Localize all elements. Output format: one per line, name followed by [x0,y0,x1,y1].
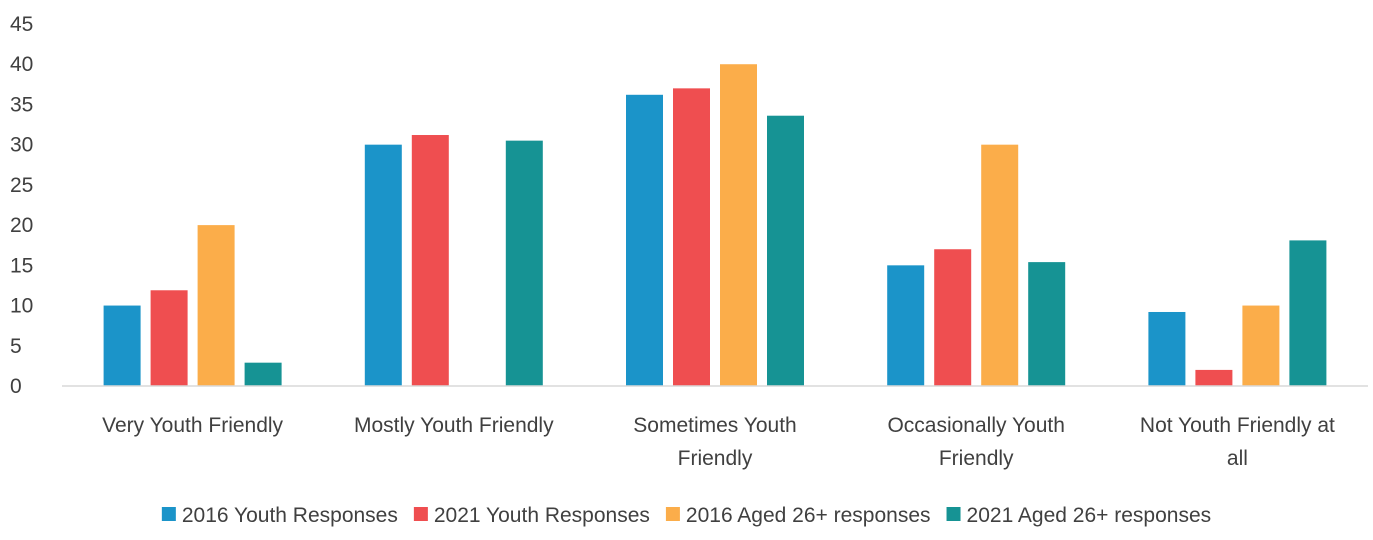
bars-group [103,64,1327,387]
y-tick-label: 35 [10,93,33,116]
legend: 2016 Youth Responses 2021 Youth Responses… [161,504,1212,527]
legend-label: 2016 Youth Responses [182,504,398,527]
x-category-label: Sometimes Youth [633,414,796,437]
bar-2016-aged-26-responses-3 [981,144,1019,386]
bar-2021-youth-responses-3 [934,249,972,386]
bar-2016-aged-26-responses-4 [1242,305,1280,386]
x-category-label: Friendly [678,447,753,470]
x-category-label: Friendly [939,447,1014,470]
legend-label: 2016 Aged 26+ responses [686,504,931,527]
bar-2016-youth-responses-3 [887,265,925,386]
legend-swatch [946,507,961,521]
bar-2016-youth-responses-4 [1148,311,1186,386]
x-category-label: Occasionally Youth [887,414,1064,437]
x-category-label: Not Youth Friendly at [1140,414,1335,437]
bar-2016-aged-26-responses-0 [197,225,235,386]
legend-swatch [665,507,680,521]
bar-2021-aged-26-responses-4 [1289,240,1327,386]
y-tick-label: 5 [10,335,22,358]
y-tick-label: 20 [10,214,33,237]
bar-2016-youth-responses-2 [626,94,663,387]
legend-label: 2021 Youth Responses [434,504,650,527]
y-tick-label: 0 [10,375,22,398]
x-category-label: Very Youth Friendly [102,414,283,437]
bar-2021-aged-26-responses-2 [767,115,804,386]
bar-2021-youth-responses-1 [411,135,449,386]
y-tick-label: 25 [10,174,33,197]
bar-2021-aged-26-responses-0 [244,362,282,386]
bar-2021-youth-responses-2 [673,88,710,386]
y-tick-label: 15 [10,254,33,277]
y-tick-label: 30 [10,134,33,157]
legend-swatch [413,507,428,521]
bar-2016-youth-responses-1 [364,144,402,386]
legend-label: 2021 Aged 26+ responses [967,504,1212,527]
bar-2021-youth-responses-0 [150,290,188,386]
bar-2021-aged-26-responses-1 [505,140,543,386]
y-axis: 0 5 10 15 20 25 30 35 40 45 [10,13,33,398]
legend-swatch [161,507,176,521]
x-category-label: all [1227,447,1248,470]
bar-2016-aged-26-responses-2 [720,64,757,386]
bar-2021-aged-26-responses-3 [1028,262,1066,386]
x-axis: Very Youth Friendly Mostly Youth Friendly… [62,385,1368,470]
bar-2016-youth-responses-0 [103,305,141,386]
y-tick-label: 40 [10,53,33,76]
y-tick-label: 10 [10,295,33,318]
y-tick-label: 45 [10,13,33,36]
x-category-label: Mostly Youth Friendly [354,414,554,437]
bar-2021-youth-responses-4 [1195,369,1233,386]
